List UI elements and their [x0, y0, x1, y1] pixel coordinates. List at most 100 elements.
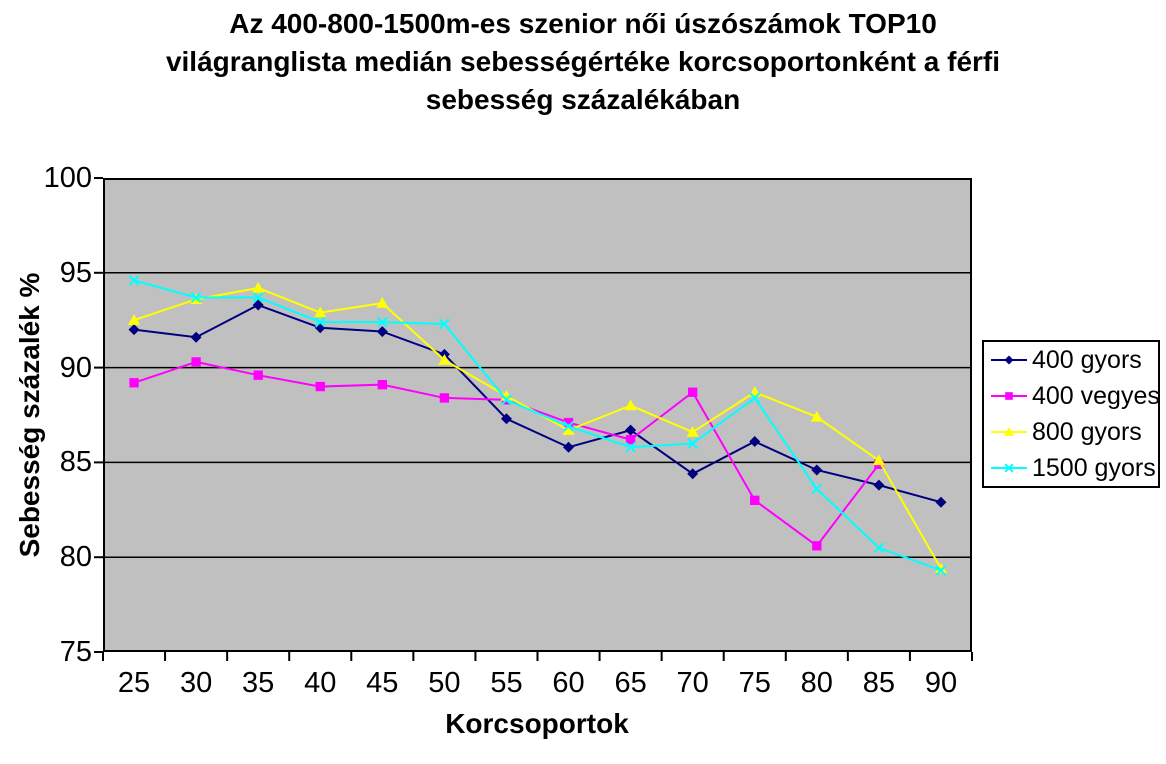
marker-400-gyors [625, 424, 637, 436]
marker-1500-gyors [563, 420, 574, 432]
plot-area [94, 177, 973, 661]
marker-1500-gyors [314, 316, 326, 328]
marker-400-gyors [500, 413, 512, 425]
marker-400-gyors [376, 326, 388, 338]
legend-label: 1500 gyors [1032, 454, 1156, 482]
marker-400-vegyes [129, 378, 139, 388]
marker-800-gyors [686, 426, 699, 437]
marker-400-vegyes [688, 387, 698, 397]
marker-1500-gyors [376, 316, 388, 328]
legend-swatch-x-icon [991, 463, 1027, 473]
x-tick-label: 90 [924, 667, 958, 699]
legend-item-1500-gyors: 1500 gyors [984, 450, 1158, 486]
marker-400-vegyes [439, 393, 450, 403]
marker-1500-gyors [625, 441, 636, 453]
marker-800-gyors [376, 297, 389, 308]
y-tick-label: 95 [59, 256, 92, 289]
x-tick-label: 55 [490, 667, 523, 699]
marker-1500-gyors [190, 292, 202, 303]
marker-1500-gyors [687, 438, 699, 449]
x-tick-label: 65 [614, 667, 647, 699]
marker-1500-gyors [873, 542, 885, 554]
marker-800-gyors [252, 281, 265, 293]
x-tick-label: 35 [242, 667, 275, 699]
x-tick-label: 80 [800, 667, 833, 699]
x-tick-label: 60 [552, 667, 585, 699]
y-tick-label: 80 [59, 541, 92, 574]
marker-400-vegyes [625, 434, 636, 445]
marker-800-gyors [127, 314, 141, 325]
marker-1500-gyors [128, 275, 140, 286]
marker-1500-gyors [439, 318, 450, 330]
marker-400-vegyes [191, 357, 201, 367]
y-tick-label: 75 [59, 636, 92, 668]
marker-800-gyors [810, 410, 823, 422]
series-line-800-gyors [133, 286, 942, 570]
marker-800-gyors [872, 454, 885, 466]
chart-title-line-2: világranglista medián sebességértéke kor… [165, 46, 1001, 77]
y-tick-label: 90 [59, 351, 92, 384]
marker-800-gyors [314, 306, 327, 318]
x-tick-label: 85 [862, 667, 896, 699]
y-tick-label: 100 [43, 162, 92, 194]
marker-400-vegyes [563, 417, 574, 428]
marker-400-gyors [128, 324, 140, 336]
x-axis-title: Korcsoportok [445, 708, 629, 739]
x-tick-label: 30 [179, 667, 213, 699]
legend-item-400-gyors: 400 gyors [984, 342, 1158, 378]
marker-400-gyors [935, 496, 947, 508]
marker-800-gyors [562, 424, 575, 435]
marker-400-gyors [687, 468, 699, 480]
legend-item-400-vegyes: 400 vegyes [984, 378, 1160, 414]
chart-title: Az 400-800-1500m-es szenior női úszószám… [0, 5, 1166, 119]
marker-400-gyors [749, 436, 761, 448]
marker-400-gyors [252, 299, 264, 311]
x-tick-label: 75 [738, 667, 771, 699]
legend-label: 400 vegyes [1032, 382, 1160, 410]
x-tick-label: 45 [366, 667, 399, 699]
legend-label: 800 gyors [1032, 418, 1142, 446]
marker-400-vegyes [750, 495, 760, 505]
legend-item-800-gyors: 800 gyors [984, 414, 1158, 450]
marker-400-gyors [190, 331, 202, 343]
marker-1500-gyors [749, 392, 761, 404]
chart-title-line-1: Az 400-800-1500m-es szenior női úszószám… [229, 8, 937, 39]
legend-marker-400-vegyes [1005, 392, 1013, 400]
legend-swatch-diamond-icon [991, 355, 1027, 365]
y-axis-title-text: Sebesség százalék % [14, 272, 45, 558]
marker-400-gyors [811, 464, 823, 476]
marker-400-vegyes [253, 370, 263, 380]
series-line-400-vegyes [133, 360, 880, 548]
marker-1500-gyors [252, 292, 264, 303]
x-tick-label: 70 [676, 667, 709, 699]
legend-marker-800-gyors [1004, 427, 1014, 436]
series-line-1500-gyors [133, 279, 942, 572]
plot-border [103, 178, 972, 652]
marker-800-gyors [934, 562, 948, 574]
marker-400-vegyes [315, 381, 325, 392]
legend-marker-400-gyors [1004, 355, 1014, 365]
marker-800-gyors [624, 399, 637, 411]
legend: 400 gyors 400 vegyes 800 gyors 1500 gyors [982, 340, 1160, 488]
marker-400-gyors [314, 322, 326, 334]
marker-400-gyors [563, 441, 575, 453]
x-tick-label: 25 [117, 667, 151, 699]
chart-title-line-3: sebesség százalékában [425, 84, 741, 115]
marker-1500-gyors [501, 394, 512, 406]
legend-swatch-triangle-icon [991, 427, 1027, 436]
marker-800-gyors [438, 353, 451, 365]
marker-1500-gyors [935, 565, 947, 576]
legend-swatch-square-icon [991, 392, 1027, 400]
marker-400-vegyes [812, 541, 822, 551]
legend-marker-1500-gyors [1004, 463, 1014, 473]
marker-800-gyors [748, 386, 761, 397]
x-tick-label: 50 [428, 667, 461, 699]
legend-label: 400 gyors [1032, 346, 1142, 374]
marker-400-gyors [873, 479, 885, 491]
chart-plot-svg [94, 177, 973, 661]
marker-400-vegyes [377, 379, 387, 390]
x-tick-label: 40 [304, 667, 337, 699]
marker-1500-gyors [811, 483, 823, 495]
series-line-400-gyors [133, 303, 942, 504]
y-tick-label: 85 [59, 446, 92, 479]
